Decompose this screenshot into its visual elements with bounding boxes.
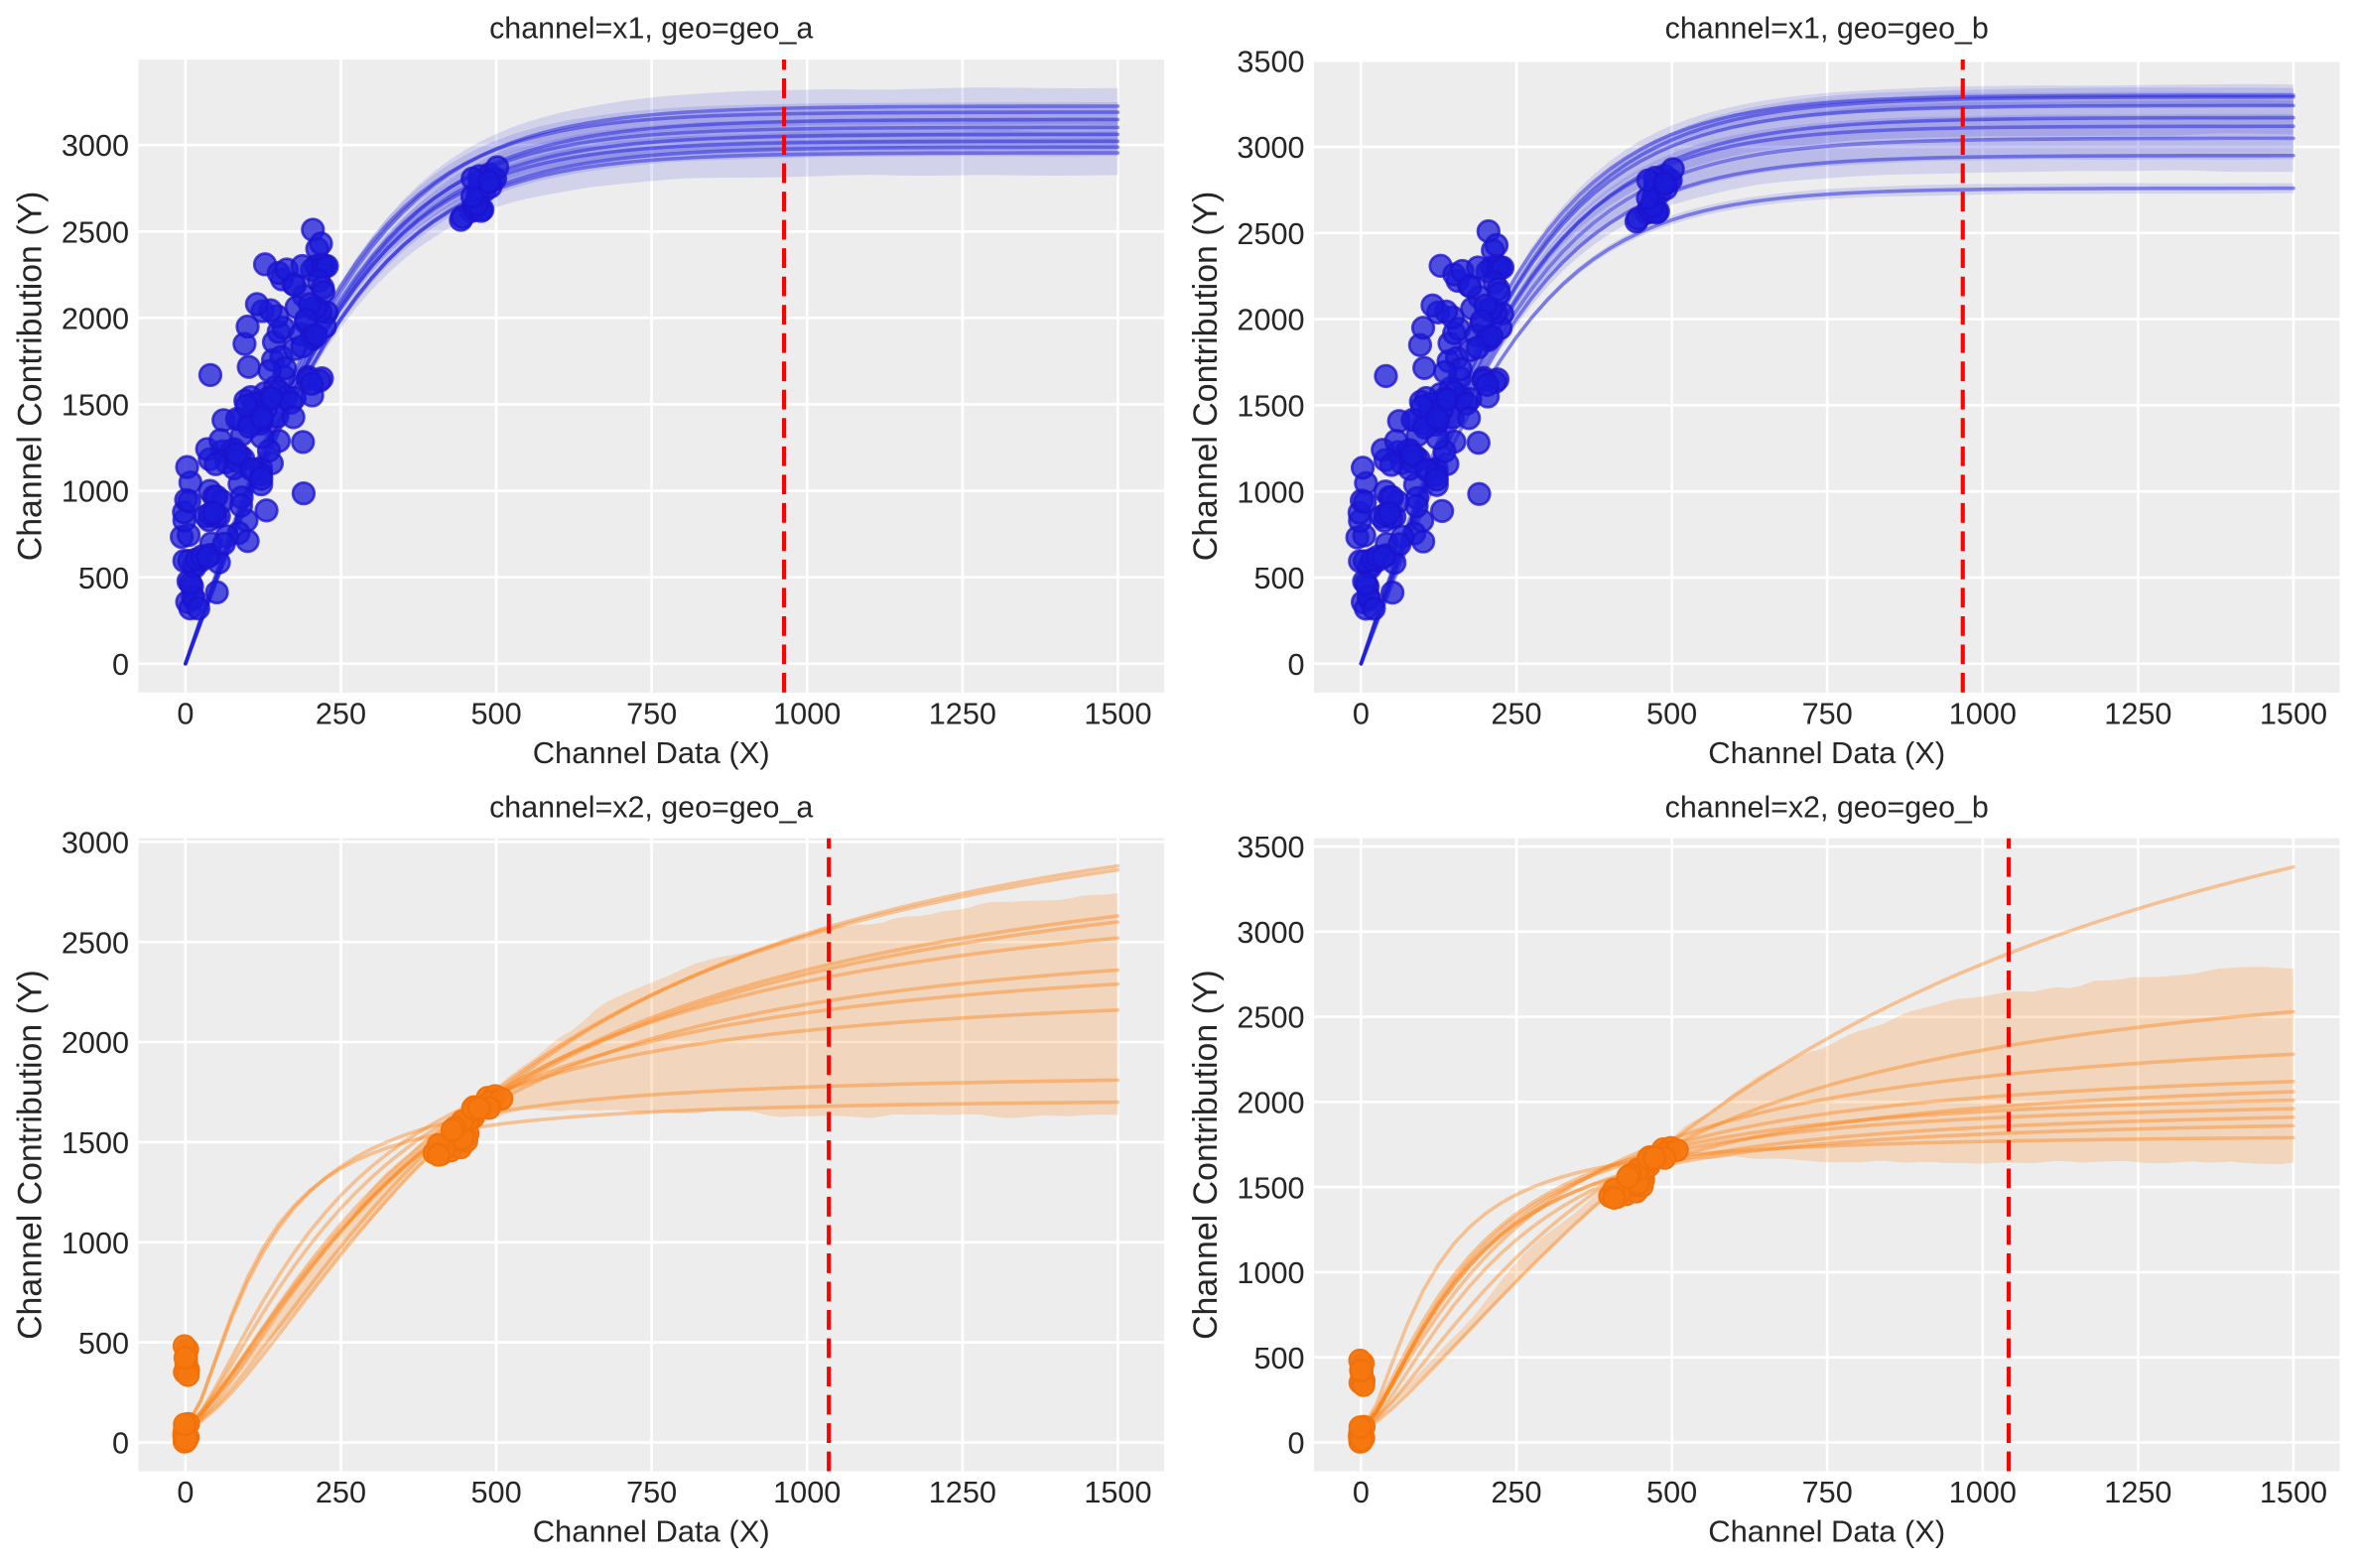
svg-text:2500: 2500 (1237, 1001, 1304, 1035)
svg-text:2000: 2000 (1237, 1086, 1304, 1119)
svg-text:3000: 3000 (1237, 916, 1304, 950)
svg-text:750: 750 (626, 697, 677, 730)
svg-text:channel=x1, geo=geo_a: channel=x1, geo=geo_a (489, 12, 813, 46)
svg-text:2000: 2000 (1237, 304, 1304, 337)
svg-text:3500: 3500 (1237, 45, 1304, 78)
svg-text:1250: 1250 (929, 1476, 996, 1509)
svg-text:750: 750 (1802, 1476, 1853, 1509)
svg-text:0: 0 (177, 1476, 194, 1509)
svg-text:0: 0 (112, 648, 129, 682)
svg-text:0: 0 (112, 1427, 129, 1461)
svg-text:channel=x2, geo=geo_b: channel=x2, geo=geo_b (1665, 790, 1989, 824)
svg-text:0: 0 (1353, 697, 1370, 730)
svg-text:3500: 3500 (1237, 831, 1304, 864)
svg-text:500: 500 (1646, 697, 1697, 730)
svg-text:500: 500 (1253, 562, 1304, 595)
svg-text:250: 250 (1491, 1476, 1541, 1509)
svg-text:500: 500 (470, 697, 521, 730)
svg-text:1000: 1000 (1237, 475, 1304, 509)
svg-text:1000: 1000 (62, 475, 129, 509)
svg-text:Channel Data (X): Channel Data (X) (1708, 735, 1945, 770)
svg-text:Channel Contribution (Y): Channel Contribution (Y) (1187, 192, 1225, 562)
svg-text:1500: 1500 (62, 389, 129, 423)
svg-text:2500: 2500 (62, 926, 129, 960)
svg-text:500: 500 (78, 1327, 129, 1361)
svg-text:3000: 3000 (1237, 131, 1304, 165)
svg-text:250: 250 (316, 697, 366, 730)
svg-text:1000: 1000 (773, 1476, 841, 1509)
svg-text:3000: 3000 (62, 826, 129, 859)
svg-text:1250: 1250 (929, 697, 996, 730)
svg-text:1250: 1250 (2104, 697, 2171, 730)
svg-text:2500: 2500 (62, 215, 129, 249)
svg-text:500: 500 (1646, 1476, 1697, 1509)
svg-text:0: 0 (1288, 648, 1305, 682)
svg-text:0: 0 (1288, 1427, 1305, 1461)
svg-text:1500: 1500 (2260, 697, 2327, 730)
svg-text:1000: 1000 (1949, 1476, 2017, 1509)
svg-text:1500: 1500 (1084, 697, 1151, 730)
svg-text:1500: 1500 (1237, 1171, 1304, 1205)
svg-text:1500: 1500 (62, 1126, 129, 1160)
svg-text:1000: 1000 (1237, 1256, 1304, 1290)
svg-text:1500: 1500 (1084, 1476, 1151, 1509)
svg-text:1250: 1250 (2104, 1476, 2171, 1509)
svg-text:Channel Data (X): Channel Data (X) (533, 735, 770, 770)
svg-text:Channel Contribution (Y): Channel Contribution (Y) (11, 192, 49, 562)
svg-text:0: 0 (177, 697, 194, 730)
svg-text:channel=x2, geo=geo_a: channel=x2, geo=geo_a (489, 790, 813, 824)
svg-text:1500: 1500 (2260, 1476, 2327, 1509)
svg-text:channel=x1, geo=geo_b: channel=x1, geo=geo_b (1665, 12, 1989, 46)
svg-text:Channel Contribution (Y): Channel Contribution (Y) (1187, 970, 1225, 1340)
svg-text:1000: 1000 (62, 1227, 129, 1260)
svg-text:0: 0 (1353, 1476, 1370, 1509)
svg-text:2000: 2000 (62, 302, 129, 335)
svg-text:250: 250 (1491, 697, 1541, 730)
svg-text:750: 750 (1802, 697, 1853, 730)
svg-text:250: 250 (316, 1476, 366, 1509)
svg-text:2000: 2000 (62, 1026, 129, 1060)
svg-text:500: 500 (78, 562, 129, 595)
svg-text:Channel Contribution (Y): Channel Contribution (Y) (11, 970, 49, 1340)
svg-text:1500: 1500 (1237, 390, 1304, 424)
svg-text:Channel Data (X): Channel Data (X) (1708, 1514, 1945, 1549)
svg-text:3000: 3000 (62, 129, 129, 163)
svg-text:Channel Data (X): Channel Data (X) (533, 1514, 770, 1549)
svg-text:2500: 2500 (1237, 217, 1304, 251)
svg-text:500: 500 (470, 1476, 521, 1509)
svg-text:1000: 1000 (1949, 697, 2017, 730)
svg-text:1000: 1000 (773, 697, 841, 730)
svg-text:500: 500 (1253, 1342, 1304, 1375)
svg-text:750: 750 (626, 1476, 677, 1509)
